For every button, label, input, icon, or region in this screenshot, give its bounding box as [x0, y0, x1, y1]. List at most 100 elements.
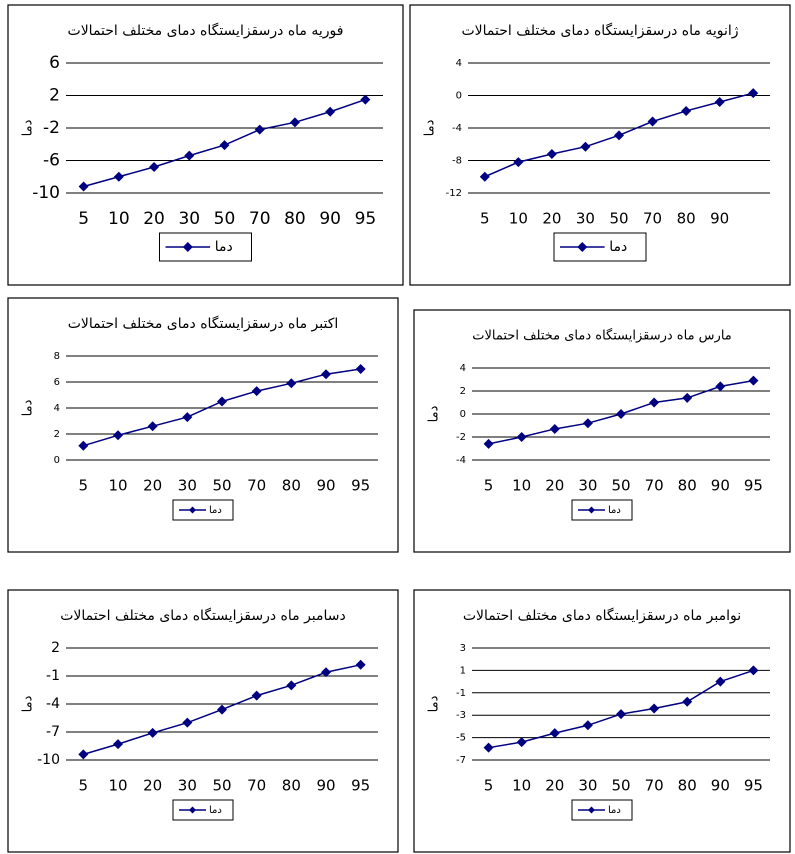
y-tick-label: 0 — [460, 409, 466, 420]
y-axis-label: دما — [21, 695, 36, 712]
x-tick-label: 90 — [316, 777, 335, 795]
point-marker — [325, 107, 335, 117]
y-tick-label: 6 — [54, 377, 60, 388]
point-marker — [484, 439, 494, 449]
x-tick-label: 90 — [710, 210, 729, 228]
chart-panel: دسامبر ماه درسقزایستگاه دمای مختلف احتما… — [8, 590, 398, 852]
point-marker — [149, 162, 159, 172]
point-marker — [715, 381, 725, 391]
point-marker — [79, 182, 89, 192]
figure: فوریه ماه درسقزایستگاه دمای مختلف احتمال… — [0, 0, 795, 854]
x-tick-label: 50 — [609, 210, 628, 228]
point-marker — [255, 125, 265, 135]
point-marker — [182, 718, 192, 728]
chart-title: مارس ماه درسقزایستگاه دمای مختلف احتمالا… — [472, 328, 732, 344]
point-marker — [286, 680, 296, 690]
x-tick-label: 50 — [611, 777, 630, 795]
point-marker — [583, 720, 593, 730]
point-marker — [321, 369, 331, 379]
point-marker — [78, 441, 88, 451]
chart-panel: نوامبر ماه درسقزایستگاه دمای مختلف احتما… — [414, 590, 790, 852]
point-marker — [356, 364, 366, 374]
x-tick-label: 90 — [319, 209, 341, 229]
x-tick-label: 20 — [143, 477, 162, 495]
x-tick-label: 20 — [143, 777, 162, 795]
x-tick-label: 95 — [355, 209, 377, 229]
x-tick-label: 70 — [247, 777, 266, 795]
x-tick-label: 30 — [578, 477, 597, 495]
y-axis-label: دما — [427, 695, 442, 712]
x-tick-label: 10 — [108, 209, 130, 229]
point-marker — [649, 703, 659, 713]
y-tick-label: -4 — [46, 696, 60, 712]
x-tick-label: 95 — [744, 777, 763, 795]
point-marker — [649, 398, 659, 408]
point-marker — [252, 386, 262, 396]
chart-panel: اکتبر ماه درسقزایستگاه دمای مختلف احتمال… — [8, 298, 398, 552]
point-marker — [217, 705, 227, 715]
x-tick-label: 10 — [509, 210, 528, 228]
y-tick-label: -8 — [452, 156, 462, 167]
series-line — [489, 670, 754, 747]
legend-label: دما — [209, 505, 222, 516]
point-marker — [517, 737, 527, 747]
y-tick-label: -2 — [43, 118, 60, 138]
point-marker — [484, 743, 494, 753]
x-tick-label: 5 — [484, 777, 494, 795]
x-tick-label: 5 — [78, 209, 89, 229]
x-tick-label: 70 — [643, 210, 662, 228]
chart-panel: فوریه ماه درسقزایستگاه دمای مختلف احتمال… — [8, 5, 403, 285]
point-marker — [681, 106, 691, 116]
point-marker — [748, 88, 758, 98]
y-tick-label: -1 — [456, 688, 466, 699]
x-tick-label: 95 — [744, 477, 763, 495]
point-marker — [682, 697, 692, 707]
x-tick-label: 10 — [512, 777, 531, 795]
x-tick-label: 30 — [578, 777, 597, 795]
point-marker — [182, 412, 192, 422]
legend-label: دما — [609, 239, 627, 255]
point-marker — [715, 97, 725, 107]
x-tick-label: 20 — [542, 210, 561, 228]
point-marker — [682, 393, 692, 403]
chart-title: دسامبر ماه درسقزایستگاه دمای مختلف احتما… — [60, 607, 346, 624]
x-tick-label: 70 — [645, 777, 664, 795]
y-tick-label: 2 — [51, 640, 60, 656]
x-tick-label: 5 — [79, 477, 89, 495]
point-marker — [114, 172, 124, 182]
x-tick-label: 20 — [545, 777, 564, 795]
y-tick-label: 0 — [456, 91, 462, 102]
y-tick-label: 1 — [460, 665, 466, 676]
x-tick-label: 90 — [711, 477, 730, 495]
y-tick-label: -2 — [456, 432, 466, 443]
chart-panel: ژانویه ماه درسقزایستگاه دمای مختلف احتما… — [410, 5, 790, 285]
x-tick-label: 5 — [79, 777, 89, 795]
legend-label: دما — [608, 805, 621, 816]
x-tick-label: 50 — [214, 209, 236, 229]
x-tick-label: 30 — [178, 777, 197, 795]
y-tick-label: -4 — [456, 455, 466, 466]
y-tick-label: 2 — [54, 429, 60, 440]
x-tick-label: 5 — [484, 477, 494, 495]
y-tick-label: -10 — [32, 183, 60, 203]
point-marker — [290, 117, 300, 127]
y-tick-label: 2 — [460, 386, 466, 397]
point-marker — [748, 376, 758, 386]
x-tick-label: 10 — [108, 477, 127, 495]
x-tick-label: 80 — [678, 477, 697, 495]
point-marker — [614, 130, 624, 140]
y-axis-label: دما — [21, 119, 36, 136]
x-tick-label: 95 — [351, 477, 370, 495]
y-tick-label: -3 — [456, 710, 466, 721]
y-tick-label: -7 — [46, 724, 60, 740]
x-tick-label: 30 — [178, 477, 197, 495]
chart-title: ژانویه ماه درسقزایستگاه دمای مختلف احتما… — [461, 22, 738, 39]
point-marker — [513, 157, 523, 167]
x-tick-label: 70 — [645, 477, 664, 495]
point-marker — [715, 677, 725, 687]
y-axis-label: دما — [423, 119, 438, 136]
y-tick-label: 0 — [54, 455, 60, 466]
point-marker — [648, 117, 658, 127]
y-tick-label: 8 — [54, 351, 60, 362]
y-tick-label: 4 — [54, 403, 60, 414]
